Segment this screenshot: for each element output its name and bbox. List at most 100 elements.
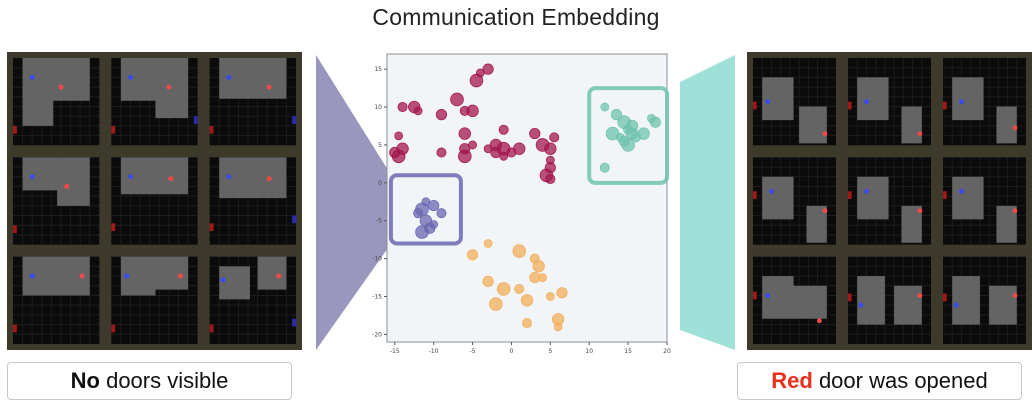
red-agent [917,292,923,299]
visible-region [22,256,90,296]
plot-area [386,53,668,343]
left-caption-text: doors visible [99,368,229,393]
scatter-point-maroon [397,102,408,113]
gridworld-cell [7,52,106,152]
scatter-point-teal [600,102,610,112]
visible-area [111,58,198,134]
right-gridworld-panel [747,52,1032,350]
scatter-point-orange [496,282,511,296]
scatter-point-maroon [394,131,404,141]
blue-agent [765,99,771,105]
door-marker [292,215,296,224]
gridworld-cell [842,250,937,350]
y-tick-label: 5 [378,142,382,149]
y-tick-label: 10 [374,104,382,111]
visible-area [13,58,90,134]
blue-agent [128,174,134,180]
blue-agent [864,99,869,105]
scatter-point-maroon [549,132,560,143]
red-agent [64,183,70,189]
visible-region [219,157,287,199]
door-marker [111,223,116,232]
visible-area [111,256,189,333]
y-tick-label: -10 [372,256,382,263]
right-gridworld-cells [747,52,1032,350]
scatter-point-maroon [413,106,423,116]
visible-region [120,256,189,296]
door-marker [848,293,852,302]
purple-cluster-highlight [388,173,463,246]
gridworld-cell [747,151,842,251]
visible-area [13,157,90,234]
scatter-point-maroon [482,63,494,75]
scatter-point-maroon [499,151,509,161]
scatter-point-orange [521,318,532,329]
red-agent [276,273,282,279]
gridworld-cell [203,52,302,152]
scatter-svg: -15 -10 -5 0 5 10 15 20 15 10 5 0 -5 -10 -15 -20 [372,53,671,355]
door-marker [848,101,852,110]
scatter-point-purple [413,208,424,219]
gridworld-cell [937,250,1032,350]
blue-agent [959,188,964,194]
scatter-point-maroon [466,104,479,118]
scatter-point-purple [436,208,447,219]
blue-agent [858,302,864,308]
y-tick-label: -20 [372,331,382,338]
scatter-point-teal [599,162,610,173]
scatter-point-teal [649,116,661,128]
gridworld-cell [105,151,204,251]
visible-region [120,58,189,119]
door-marker [943,293,947,302]
door-marker [111,125,116,134]
gridworld-cell [7,151,106,251]
blue-agent [769,188,774,194]
scatter-point-orange [483,239,493,248]
red-agent [1012,208,1018,214]
red-agent [79,273,85,279]
gridworld-cell [842,52,937,152]
x-tick-label: -10 [429,348,439,355]
door-marker [13,324,17,333]
y-tick-label: -15 [372,294,382,301]
right-caption-emphasis: Red [771,368,813,393]
visible-region [22,157,90,206]
blue-agent [128,74,134,80]
scatter-point-orange [556,287,568,299]
blue-agent [226,174,232,180]
door-marker [209,324,214,333]
red-agent [266,84,272,90]
red-agent [822,131,828,137]
door-marker [209,223,214,232]
scatter-point-maroon [436,147,447,158]
scatter-point-orange [514,283,525,294]
door-marker [13,125,17,134]
scatter-point-orange [553,322,563,332]
visible-area [209,157,296,232]
visible-region [952,176,1017,243]
door-marker [753,101,757,110]
door-marker [943,191,947,200]
scatter-point-maroon [529,127,541,140]
right-caption-text: door was opened [812,368,988,393]
scatter-point-teal [610,109,623,121]
left-gridworld-cells [7,52,302,350]
scatter-point-maroon [458,127,471,140]
right-caption: Red door was opened [737,362,1022,400]
visible-area [848,276,923,325]
blue-agent [765,292,771,299]
scatter-point-maroon [544,142,557,155]
door-marker [193,116,198,124]
red-agent [266,176,272,182]
visible-region [120,157,189,195]
scatter-point-orange [482,275,494,287]
scatter-point-orange [520,294,534,307]
x-tick-label: 20 [663,348,671,355]
visible-area [111,157,189,232]
door-marker [292,318,296,327]
scatter-point-purple [428,199,440,212]
blue-agent [124,273,130,279]
blue-agent [220,277,226,283]
gridworld-cell [105,52,204,152]
blue-agent [226,74,232,80]
